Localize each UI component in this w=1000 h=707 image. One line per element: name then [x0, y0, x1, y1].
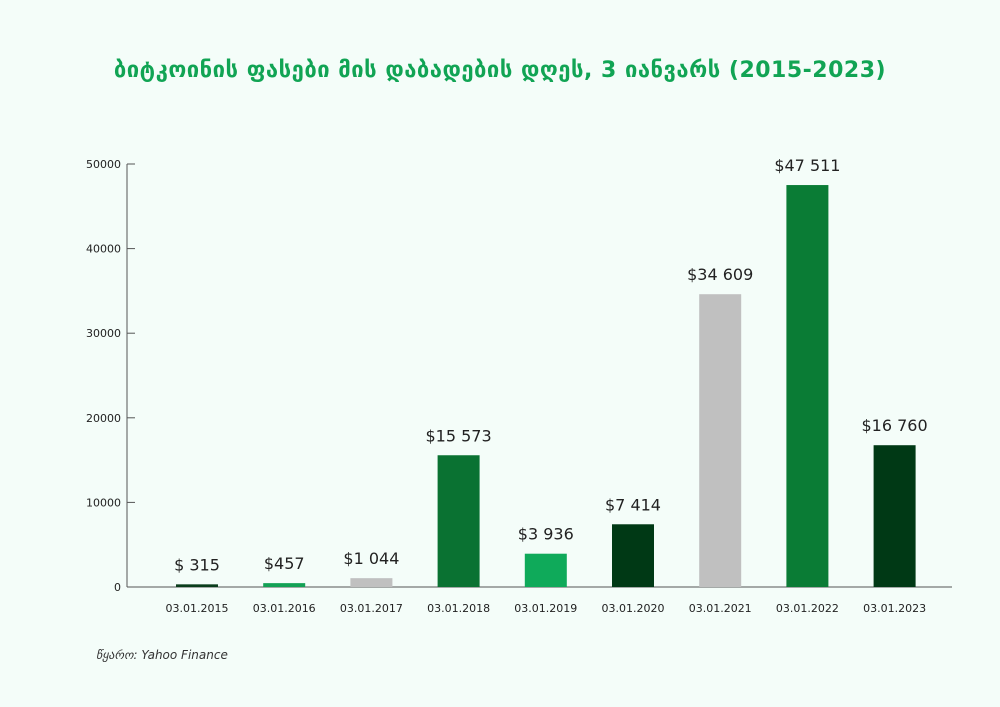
data-label: $457 — [264, 554, 305, 573]
y-tick-label: 0 — [114, 581, 121, 594]
x-tick-label: 03.01.2020 — [602, 602, 665, 615]
x-tick-label: 03.01.2015 — [166, 602, 229, 615]
bars — [176, 185, 916, 587]
y-tick-label: 50000 — [86, 158, 121, 171]
data-label: $47 511 — [774, 156, 840, 175]
data-label: $7 414 — [605, 495, 661, 514]
bar — [524, 553, 567, 587]
labels: $ 315 03.01.2015 $457 03.01.2016 $1 044 03.01… — [166, 156, 928, 615]
bar — [176, 584, 218, 587]
x-tick-label: 03.01.2016 — [253, 602, 316, 615]
data-label: $3 936 — [518, 525, 574, 544]
x-tick-label: 03.01.2023 — [863, 602, 926, 615]
x-tick-label: 03.01.2017 — [340, 602, 403, 615]
y-tick-label: 40000 — [86, 243, 121, 256]
source-note: წყარო: Yahoo Finance — [96, 648, 228, 662]
y-tick-label: 30000 — [86, 327, 121, 340]
data-label: $1 044 — [343, 549, 399, 568]
bar — [612, 524, 654, 587]
bar-chart: 0 10000 20000 30000 40000 50000 $ 315 03.01.20… — [86, 156, 952, 615]
bar — [437, 455, 480, 587]
bar — [786, 185, 829, 587]
y-tick-label: 20000 — [86, 412, 121, 425]
bar — [350, 578, 393, 587]
x-tick-label: 03.01.2021 — [689, 602, 752, 615]
bar — [873, 445, 916, 587]
bar — [699, 294, 742, 587]
x-tick-label: 03.01.2018 — [427, 602, 490, 615]
x-tick-label: 03.01.2019 — [514, 602, 577, 615]
data-label: $16 760 — [862, 416, 928, 435]
y-tick-label: 10000 — [86, 496, 121, 509]
chart-title: ბიტკოინის ფასები მის დაბადების დღეს, 3 ი… — [113, 58, 887, 83]
x-tick-label: 03.01.2022 — [776, 602, 839, 615]
bar — [263, 583, 306, 587]
data-label: $34 609 — [687, 265, 753, 284]
data-label: $15 573 — [426, 426, 492, 445]
data-label: $ 315 — [174, 555, 220, 574]
